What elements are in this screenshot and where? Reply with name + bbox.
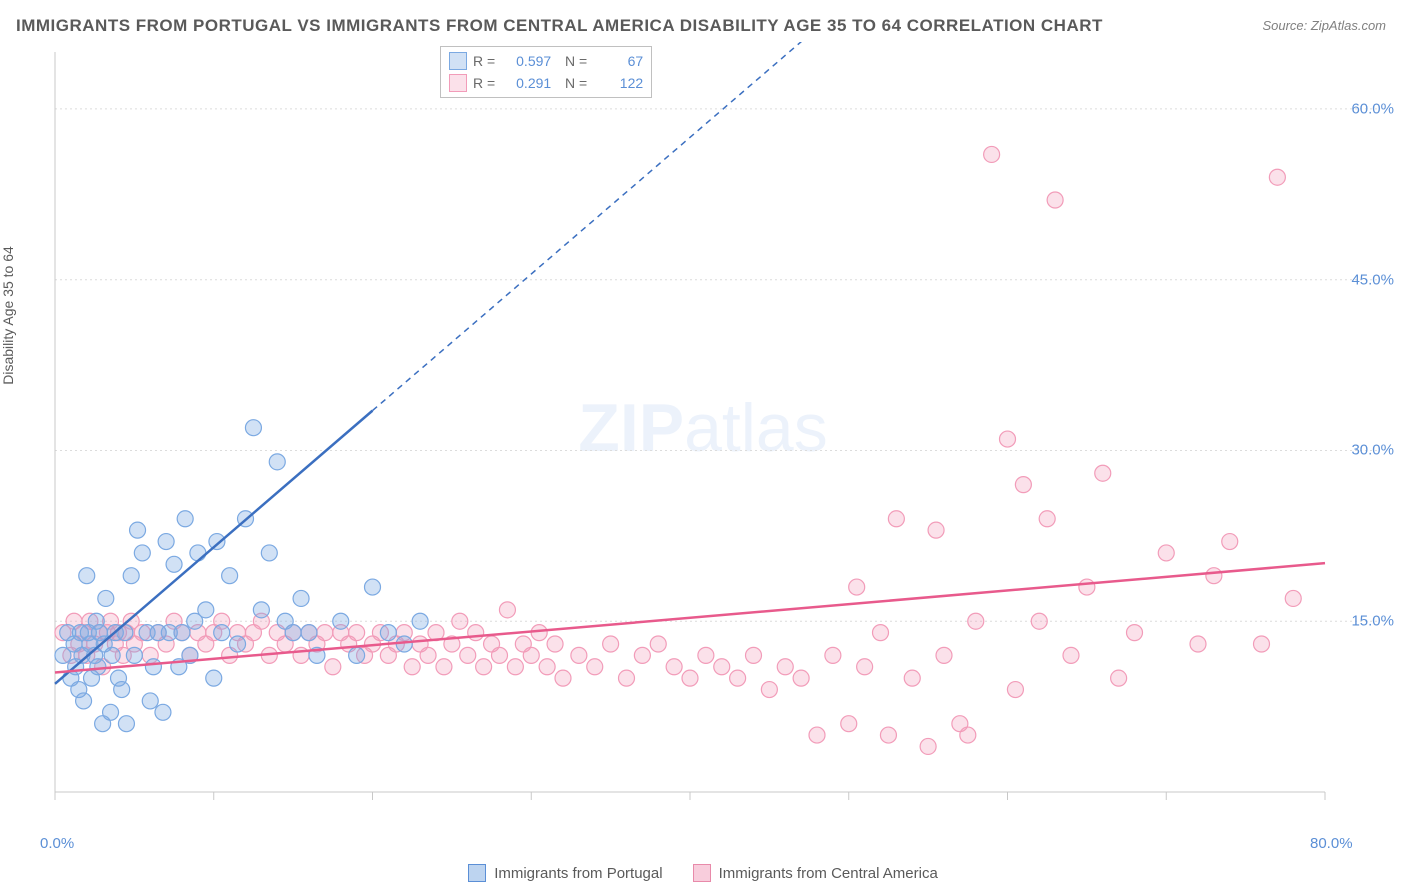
legend-row-central-america: R =0.291 N =122 [449,72,643,94]
y-axis-label: Disability Age 35 to 64 [0,246,16,385]
series-legend: Immigrants from Portugal Immigrants from… [0,864,1406,882]
x-tick-label: 0.0% [40,835,74,852]
chart-title: IMMIGRANTS FROM PORTUGAL VS IMMIGRANTS F… [16,16,1103,36]
n-value-portugal: 67 [593,50,643,72]
swatch-portugal [449,52,467,70]
n-value-central-america: 122 [593,72,643,94]
legend-row-portugal: R =0.597 N =67 [449,50,643,72]
swatch-central-america [449,74,467,92]
r-value-portugal: 0.597 [501,50,551,72]
correlation-legend: R =0.597 N =67 R =0.291 N =122 [440,46,652,98]
x-tick-label: 80.0% [1310,835,1353,852]
y-tick-label: 60.0% [1351,100,1394,117]
legend-label-central-america: Immigrants from Central America [719,865,938,882]
chart-source: Source: ZipAtlas.com [1262,18,1386,33]
legend-item-central-america: Immigrants from Central America [693,864,938,882]
y-tick-label: 30.0% [1351,442,1394,459]
legend-label-portugal: Immigrants from Portugal [494,865,662,882]
y-tick-label: 45.0% [1351,271,1394,288]
legend-item-portugal: Immigrants from Portugal [468,864,662,882]
swatch-central-america-icon [693,864,711,882]
swatch-portugal-icon [468,864,486,882]
scatter-chart [45,42,1385,842]
y-tick-label: 15.0% [1351,613,1394,630]
r-value-central-america: 0.291 [501,72,551,94]
